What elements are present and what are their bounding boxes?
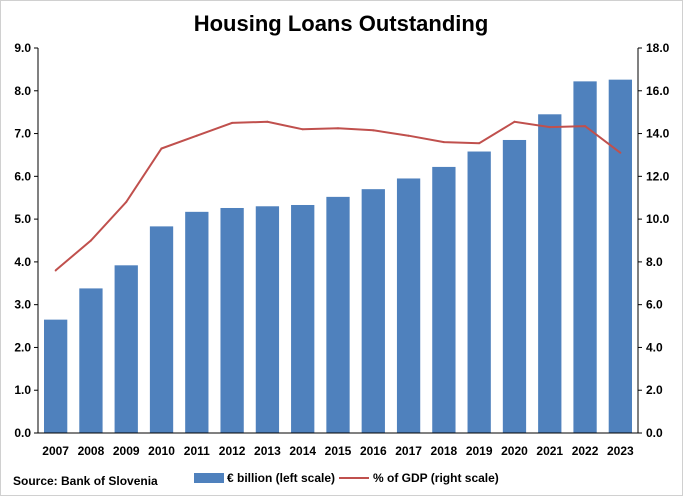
x-tick-label: 2018: [431, 444, 458, 458]
right-tick-label: 12.0: [646, 169, 670, 183]
left-tick-label: 3.0: [14, 298, 31, 312]
left-tick-label: 0.0: [14, 426, 31, 440]
x-tick-label: 2014: [289, 444, 316, 458]
right-tick-label: 8.0: [646, 255, 663, 269]
chart-title: Housing Loans Outstanding: [194, 11, 489, 36]
bar-2015: [326, 196, 350, 433]
gdp-share-point-2017: [407, 134, 410, 137]
x-tick-label: 2007: [42, 444, 69, 458]
bar-2013: [255, 206, 280, 433]
legend-bar-swatch: [194, 473, 224, 483]
legend-line-label: % of GDP (right scale): [373, 471, 499, 485]
bar-2007: [44, 319, 68, 433]
gdp-share-point-2016: [372, 129, 375, 132]
gdp-share-point-2008: [89, 239, 92, 242]
bar-2009: [114, 265, 138, 433]
x-tick-label: 2017: [395, 444, 422, 458]
right-tick-label: 2.0: [646, 383, 663, 397]
bar-2018: [432, 166, 456, 433]
left-tick-label: 6.0: [14, 169, 31, 183]
right-tick-label: 16.0: [646, 84, 670, 98]
x-tick-label: 2015: [325, 444, 352, 458]
left-tick-label: 4.0: [14, 255, 31, 269]
bar-2012: [220, 207, 244, 433]
x-tick-label: 2021: [536, 444, 563, 458]
gdp-share-point-2007: [54, 269, 57, 272]
bar-2016: [361, 189, 385, 433]
bar-2017: [396, 178, 421, 433]
right-tick-label: 6.0: [646, 298, 663, 312]
left-tick-label: 5.0: [14, 212, 31, 226]
gdp-share-point-2021: [548, 126, 551, 129]
gdp-share-point-2014: [301, 128, 304, 131]
gdp-share-point-2023: [619, 151, 622, 154]
x-tick-label: 2022: [572, 444, 599, 458]
bar-2014: [291, 204, 315, 433]
x-tick-label: 2020: [501, 444, 528, 458]
gdp-share-point-2020: [513, 120, 516, 123]
right-tick-label: 18.0: [646, 41, 670, 55]
legend-bar-label: € billion (left scale): [227, 471, 335, 485]
x-tick-label: 2008: [78, 444, 105, 458]
left-tick-label: 2.0: [14, 340, 31, 354]
x-tick-label: 2013: [254, 444, 281, 458]
gdp-share-point-2012: [231, 121, 234, 124]
left-tick-label: 7.0: [14, 127, 31, 141]
x-tick-label: 2012: [219, 444, 246, 458]
bar-2008: [79, 288, 103, 433]
gdp-share-point-2018: [442, 141, 445, 144]
x-tick-label: 2010: [148, 444, 175, 458]
x-tick-label: 2009: [113, 444, 140, 458]
right-tick-label: 14.0: [646, 127, 670, 141]
left-tick-label: 8.0: [14, 84, 31, 98]
right-tick-label: 10.0: [646, 212, 670, 226]
gdp-share-point-2013: [266, 120, 269, 123]
bar-2011: [185, 211, 209, 433]
right-tick-label: 0.0: [646, 426, 663, 440]
left-tick-label: 9.0: [14, 41, 31, 55]
bar-2020: [502, 139, 527, 433]
gdp-share-point-2011: [195, 134, 198, 137]
bar-2019: [467, 151, 491, 433]
source-note: Source: Bank of Slovenia: [13, 474, 158, 488]
right-tick-label: 4.0: [646, 340, 663, 354]
gdp-share-point-2009: [125, 201, 128, 203]
x-tick-label: 2023: [607, 444, 634, 458]
bar-2010: [149, 226, 174, 433]
left-tick-label: 1.0: [14, 383, 31, 397]
gdp-share-point-2019: [478, 142, 481, 145]
gdp-share-point-2022: [584, 125, 587, 128]
x-tick-label: 2011: [184, 444, 210, 458]
x-tick-label: 2016: [360, 444, 387, 458]
bar-2021: [538, 114, 562, 434]
gdp-share-point-2015: [337, 127, 339, 130]
gdp-share-point-2010: [160, 147, 163, 150]
bar-2023: [608, 79, 632, 434]
x-tick-label: 2019: [466, 444, 493, 458]
bar-2022: [573, 81, 597, 433]
